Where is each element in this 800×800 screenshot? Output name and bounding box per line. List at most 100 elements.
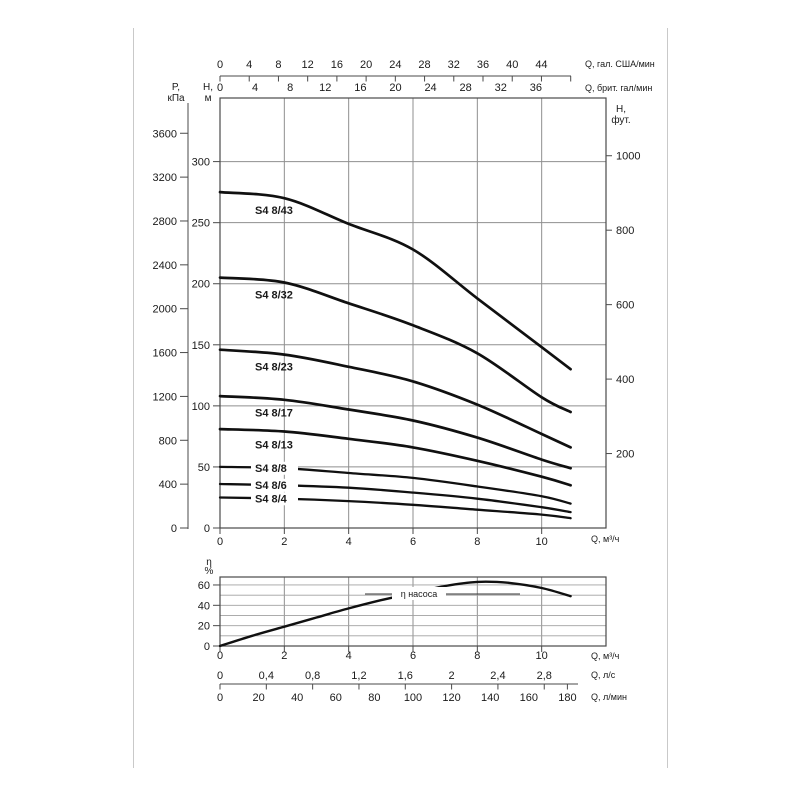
tick-label-us-gpm: 36 <box>477 59 489 71</box>
head-m-axis-label-line1: H, <box>203 82 213 93</box>
pressure-axis-label: P, кПа <box>159 82 193 104</box>
tick-label-imp-gpm: 12 <box>319 82 331 94</box>
curve-label-S4-8-23: S4 8/23 <box>255 362 293 374</box>
pressure-axis-label-line1: P, <box>171 82 181 93</box>
tick-label-m3h-eff: 4 <box>346 650 352 662</box>
tick-label-imp-gpm: 4 <box>252 82 258 94</box>
efficiency-chart: 0 20 40 60 0 2 4 6 8 10 η насоса <box>198 576 607 662</box>
curve-label-S4-8-8: S4 8/8 <box>255 463 287 475</box>
tick-label-us-gpm: 24 <box>389 59 401 71</box>
tick-label-head-m: 300 <box>192 157 210 169</box>
main-flow-axis: 0 2 4 6 8 10 <box>217 528 548 548</box>
flow-ls-unit-label: Q, л/с <box>591 670 616 680</box>
tick-label-lmin: 120 <box>442 692 460 704</box>
head-ft-axis: 200 400 600 800 1000 <box>606 151 640 461</box>
tick-label-ls: 0,8 <box>305 670 320 682</box>
efficiency-pct-axis: 0 20 40 60 <box>198 580 220 653</box>
page-border-right <box>667 28 668 768</box>
tick-label-head-ft: 600 <box>616 300 634 312</box>
tick-label-kpa: 1600 <box>153 348 177 360</box>
tick-label-kpa: 3200 <box>153 172 177 184</box>
flow-us-gpm-unit-label: Q, гал. США/мин <box>585 59 655 69</box>
head-ft-axis-label-line1: H, <box>616 104 626 115</box>
efficiency-curve-label: η насоса <box>401 589 438 599</box>
tick-label-ls: 2 <box>449 670 455 682</box>
tick-label-us-gpm: 28 <box>418 59 430 71</box>
tick-label-head-m: 100 <box>192 401 210 413</box>
efficiency-axis-label: η % <box>199 557 219 577</box>
curve-label-mask <box>251 492 298 506</box>
curve-S4-8-32 <box>218 276 572 414</box>
tick-label-imp-gpm: 0 <box>217 82 223 94</box>
tick-label-m3h-eff: 10 <box>536 650 548 662</box>
tick-label-us-gpm: 44 <box>535 59 547 71</box>
tick-label-m3h-main: 2 <box>281 536 287 548</box>
tick-label-m3h-main: 0 <box>217 536 223 548</box>
tick-label-ls: 1,2 <box>351 670 366 682</box>
flow-m3h-unit-label-main: Q, м³/ч <box>591 534 620 544</box>
head-m-axis-label: H, м <box>195 82 221 104</box>
tick-label-kpa: 2000 <box>153 304 177 316</box>
efficiency-axis-label-line1: η <box>206 557 212 568</box>
tick-label-us-gpm: 16 <box>331 59 343 71</box>
head-m-axis-label-line2: м <box>204 93 212 104</box>
tick-label-pct: 0 <box>204 641 210 653</box>
tick-label-ls: 2,4 <box>490 670 505 682</box>
tick-label-imp-gpm: 16 <box>354 82 366 94</box>
tick-label-m3h-eff: 0 <box>217 650 223 662</box>
head-ft-axis-label-line2: фут. <box>611 115 631 126</box>
tick-label-kpa: 400 <box>159 479 177 491</box>
tick-label-lmin: 100 <box>404 692 422 704</box>
tick-label-head-ft: 200 <box>616 449 634 461</box>
flow-lmin-unit-label: Q, л/мин <box>591 692 627 702</box>
efficiency-label-mask <box>392 587 446 600</box>
curve-label-S4-8-4: S4 8/4 <box>255 493 288 505</box>
tick-label-lmin: 140 <box>481 692 499 704</box>
curve-label-S4-8-13: S4 8/13 <box>255 440 293 452</box>
tick-label-head-ft: 1000 <box>616 151 640 163</box>
page-border-left <box>133 28 134 768</box>
curve-S4-8-17 <box>218 394 572 470</box>
tick-label-imp-gpm: 36 <box>530 82 542 94</box>
tick-label-head-m: 150 <box>192 340 210 352</box>
curve-label-S4-8-32: S4 8/32 <box>255 290 293 302</box>
curve-label-mask <box>251 478 298 492</box>
tick-label-imp-gpm: 8 <box>287 82 293 94</box>
curve-S4-8-43 <box>218 190 572 371</box>
tick-label-us-gpm: 8 <box>275 59 281 71</box>
tick-label-imp-gpm: 20 <box>389 82 401 94</box>
tick-label-us-gpm: 4 <box>246 59 252 71</box>
efficiency-grid <box>220 577 606 646</box>
tick-label-kpa: 800 <box>159 435 177 447</box>
head-m-axis: 0 50 100 150 200 250 300 <box>192 157 220 535</box>
tick-label-lmin: 160 <box>520 692 538 704</box>
tick-label-m3h-eff: 2 <box>281 650 287 662</box>
curve-label-S4-8-6: S4 8/6 <box>255 480 287 492</box>
tick-label-us-gpm: 12 <box>302 59 314 71</box>
tick-label-imp-gpm: 24 <box>424 82 436 94</box>
curve-label-S4-8-17: S4 8/17 <box>255 407 293 419</box>
tick-label-lmin: 60 <box>330 692 342 704</box>
curve-S4-8-23 <box>218 348 572 449</box>
tick-label-imp-gpm: 28 <box>460 82 472 94</box>
tick-label-us-gpm: 0 <box>217 59 223 71</box>
pressure-axis-label-line2: кПа <box>167 93 185 104</box>
tick-label-head-ft: 800 <box>616 225 634 237</box>
top-gpm-axis: 0 4 8 12 16 20 24 28 32 36 40 440 4 8 12 16 20 24 28 32 36 <box>217 59 572 94</box>
ls-lmin-axis: 0 0,4 0,8 1,2 1,6 2 2,4 2,8 0 20 40 60 80 100 120 140 16… <box>217 670 578 704</box>
tick-label-pct: 40 <box>198 600 210 612</box>
tick-label-lmin: 80 <box>368 692 380 704</box>
pump-curves <box>218 190 572 520</box>
tick-label-head-m: 200 <box>192 279 210 291</box>
tick-label-lmin: 180 <box>558 692 576 704</box>
efficiency-flow-axis: 0 2 4 6 8 10 <box>217 646 548 662</box>
tick-label-kpa: 1200 <box>153 391 177 403</box>
curve-S4-8-13 <box>218 427 572 487</box>
tick-label-m3h-main: 10 <box>536 536 548 548</box>
tick-label-pct: 60 <box>198 580 210 592</box>
tick-label-kpa: 0 <box>171 523 177 535</box>
tick-label-m3h-main: 8 <box>474 536 480 548</box>
pressure-kpa-axis: 0 400 800 1200 1600 2000 2400 2800 3200 3600 <box>153 103 189 535</box>
